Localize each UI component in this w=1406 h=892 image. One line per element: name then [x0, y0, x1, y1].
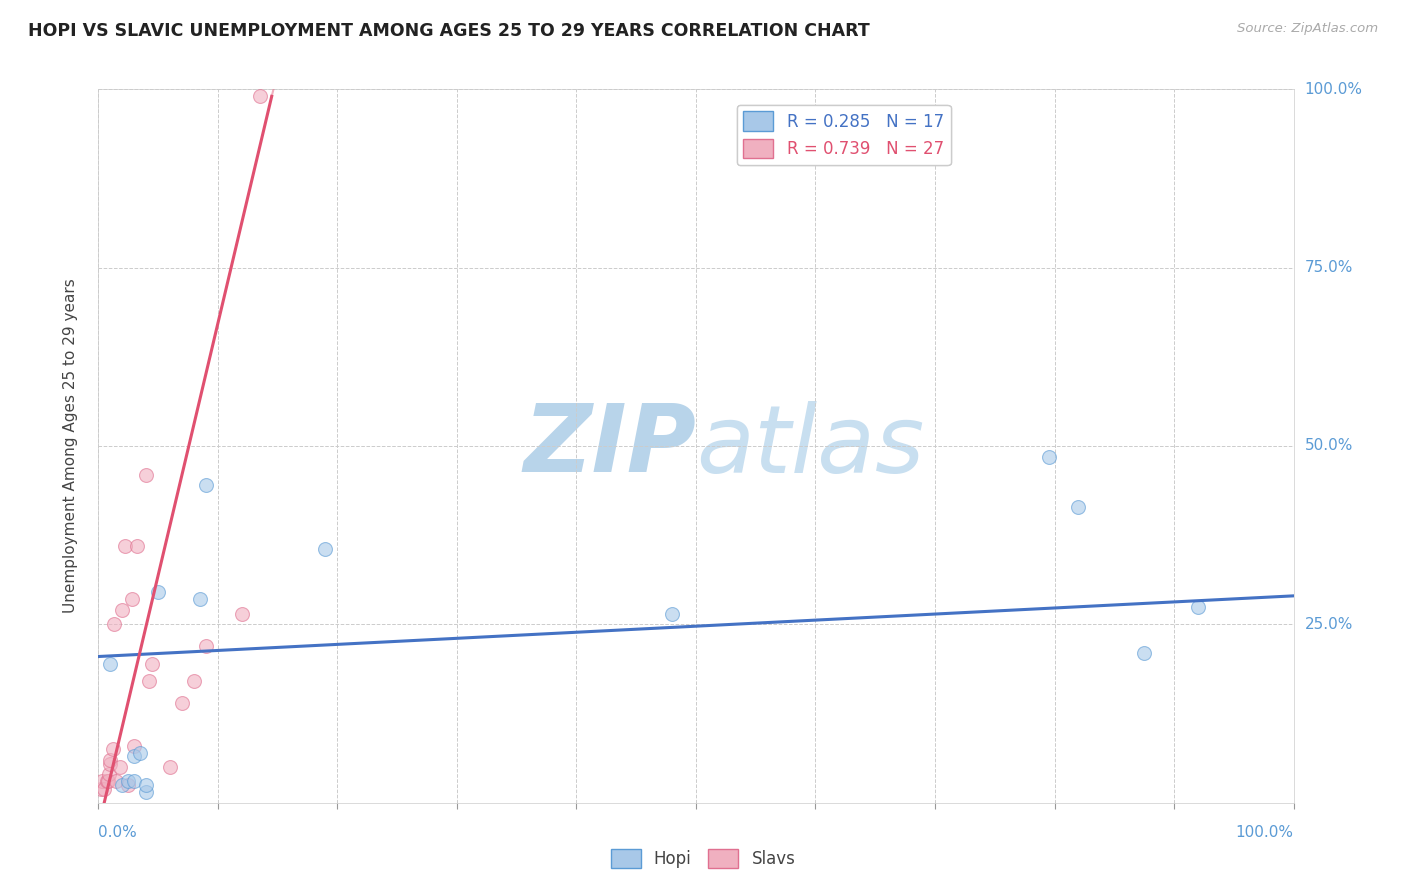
Point: [138, 674, 160, 689]
Point: [172, 696, 194, 710]
Point: [231, 607, 253, 621]
Legend: Hopi, Slavs: Hopi, Slavs: [603, 842, 803, 875]
Point: [101, 742, 124, 756]
Point: [1187, 599, 1209, 614]
Legend: R = 0.285   N = 17, R = 0.739   N = 27: R = 0.285 N = 17, R = 0.739 N = 27: [737, 104, 950, 165]
Text: 100.0%: 100.0%: [1305, 82, 1362, 96]
Y-axis label: Unemployment Among Ages 25 to 29 years: Unemployment Among Ages 25 to 29 years: [63, 278, 77, 614]
Point: [111, 603, 134, 617]
Point: [124, 774, 146, 789]
Point: [129, 746, 152, 760]
Point: [135, 785, 157, 799]
Text: 100.0%: 100.0%: [1236, 825, 1294, 840]
Point: [135, 778, 157, 792]
Point: [98, 657, 122, 671]
Point: [117, 774, 139, 789]
Point: [1133, 646, 1156, 660]
Point: [1038, 450, 1060, 464]
Point: [90, 781, 112, 796]
Point: [121, 592, 143, 607]
Point: [1067, 500, 1090, 514]
Text: 0.0%: 0.0%: [98, 825, 138, 840]
Point: [148, 585, 170, 599]
Point: [125, 539, 148, 553]
Point: [661, 607, 683, 621]
Point: [114, 539, 136, 553]
Point: [194, 639, 217, 653]
Point: [188, 592, 211, 607]
Point: [117, 778, 139, 792]
Point: [91, 774, 114, 789]
Point: [93, 781, 115, 796]
Point: [97, 774, 120, 789]
Point: [315, 542, 337, 557]
Point: [103, 617, 125, 632]
Text: HOPI VS SLAVIC UNEMPLOYMENT AMONG AGES 25 TO 29 YEARS CORRELATION CHART: HOPI VS SLAVIC UNEMPLOYMENT AMONG AGES 2…: [28, 22, 870, 40]
Text: atlas: atlas: [696, 401, 924, 491]
Text: 75.0%: 75.0%: [1305, 260, 1353, 275]
Text: 25.0%: 25.0%: [1305, 617, 1353, 632]
Point: [159, 760, 181, 774]
Point: [249, 89, 271, 103]
Text: ZIP: ZIP: [523, 400, 696, 492]
Point: [141, 657, 163, 671]
Point: [98, 753, 122, 767]
Point: [105, 774, 128, 789]
Point: [183, 674, 205, 689]
Point: [124, 749, 146, 764]
Point: [108, 760, 131, 774]
Point: [98, 756, 122, 771]
Text: Source: ZipAtlas.com: Source: ZipAtlas.com: [1237, 22, 1378, 36]
Point: [96, 774, 118, 789]
Point: [194, 478, 217, 492]
Point: [98, 767, 121, 781]
Point: [111, 778, 134, 792]
Point: [124, 739, 146, 753]
Text: 50.0%: 50.0%: [1305, 439, 1353, 453]
Point: [135, 467, 157, 482]
